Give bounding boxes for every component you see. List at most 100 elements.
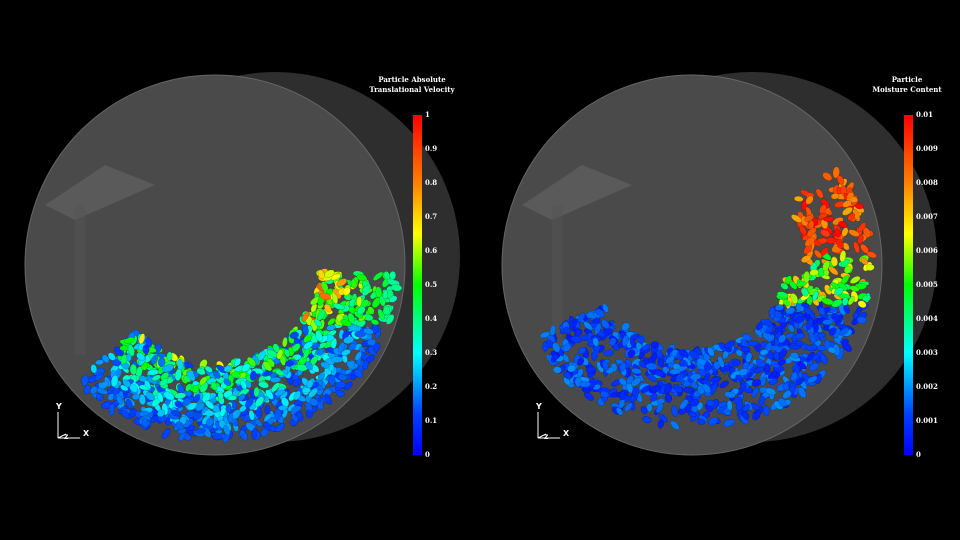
particle xyxy=(847,212,856,221)
particle xyxy=(724,340,736,349)
particle xyxy=(315,348,325,356)
drum-velocity-render xyxy=(24,72,460,456)
particle xyxy=(718,342,727,351)
particle xyxy=(801,287,809,297)
particle xyxy=(199,376,208,386)
moisture-panel: Particle Moisture Content 0.01 0.009 0.008… xyxy=(480,0,960,540)
particle xyxy=(157,357,166,368)
colorbar-tick-label: 1 xyxy=(425,110,430,119)
particle xyxy=(795,304,805,312)
particle xyxy=(276,349,284,360)
particle xyxy=(234,358,242,367)
particle xyxy=(775,304,784,311)
particle xyxy=(631,368,642,375)
particle xyxy=(791,214,802,223)
particle xyxy=(793,195,804,202)
particle xyxy=(301,324,309,336)
particle xyxy=(367,306,375,315)
colorbar-tick-label: 0.6 xyxy=(425,246,438,255)
particle xyxy=(796,360,807,370)
particle xyxy=(193,393,201,403)
particle xyxy=(138,333,146,345)
particle xyxy=(823,339,831,350)
particle xyxy=(834,228,842,238)
particle xyxy=(803,271,811,284)
particle xyxy=(219,407,226,417)
particle xyxy=(834,287,844,296)
particle xyxy=(578,346,586,355)
particle xyxy=(225,403,232,414)
legend-title: Particle Absolute Translational Velocity xyxy=(362,75,462,95)
particle xyxy=(204,410,215,417)
particle xyxy=(836,175,845,185)
particle xyxy=(116,395,124,405)
particle xyxy=(745,352,753,364)
particle xyxy=(346,360,356,370)
particle xyxy=(821,319,834,326)
particle xyxy=(839,250,847,263)
particle xyxy=(249,370,257,381)
legend-title-line1: Particle Absolute xyxy=(378,75,446,84)
legend-title-line1: Particle xyxy=(891,75,923,84)
particle xyxy=(794,332,806,340)
particle xyxy=(790,352,799,359)
particle xyxy=(248,409,255,421)
particle xyxy=(841,227,849,237)
particle xyxy=(362,359,369,370)
particle xyxy=(779,348,787,359)
particle xyxy=(583,391,594,401)
axis-y-label: Y xyxy=(536,402,542,411)
particle xyxy=(356,274,367,281)
particle xyxy=(753,367,765,374)
particle xyxy=(342,330,350,339)
particle xyxy=(569,318,579,329)
particle xyxy=(550,352,558,363)
particle xyxy=(324,393,333,405)
particle xyxy=(755,358,766,368)
particle xyxy=(159,378,168,387)
particle xyxy=(697,368,706,377)
colorbar-tick-label: 0.004 xyxy=(916,314,938,323)
particle xyxy=(719,380,729,389)
particle xyxy=(81,374,89,387)
particle xyxy=(860,257,869,266)
particle xyxy=(857,234,864,245)
particle xyxy=(830,193,840,200)
particle xyxy=(546,339,554,349)
particle xyxy=(665,355,675,364)
particle xyxy=(144,380,152,390)
particle xyxy=(191,385,200,394)
particle xyxy=(784,275,792,285)
particle xyxy=(830,313,840,322)
particle xyxy=(848,229,860,237)
particle xyxy=(831,299,843,308)
particle xyxy=(806,351,815,363)
particle xyxy=(171,409,181,417)
particle xyxy=(90,364,98,374)
particle xyxy=(342,287,351,296)
axis-x-label: X xyxy=(83,429,90,438)
particle xyxy=(223,364,233,373)
particle xyxy=(95,392,104,402)
particle xyxy=(327,317,336,326)
particle xyxy=(657,419,664,429)
particle xyxy=(601,360,610,371)
particle xyxy=(682,386,694,393)
particle xyxy=(328,375,336,386)
particle xyxy=(809,311,816,320)
particle xyxy=(849,276,861,284)
particle xyxy=(305,361,313,371)
particle xyxy=(563,326,572,335)
particle xyxy=(326,324,336,331)
particle xyxy=(762,332,774,342)
particle xyxy=(805,195,814,205)
particle xyxy=(304,402,313,411)
particle xyxy=(818,307,826,316)
particle xyxy=(127,344,135,357)
particle xyxy=(241,363,251,372)
particle xyxy=(809,269,819,277)
particle xyxy=(296,410,304,422)
particle xyxy=(94,372,104,381)
particle xyxy=(567,364,576,373)
particle xyxy=(289,331,300,339)
